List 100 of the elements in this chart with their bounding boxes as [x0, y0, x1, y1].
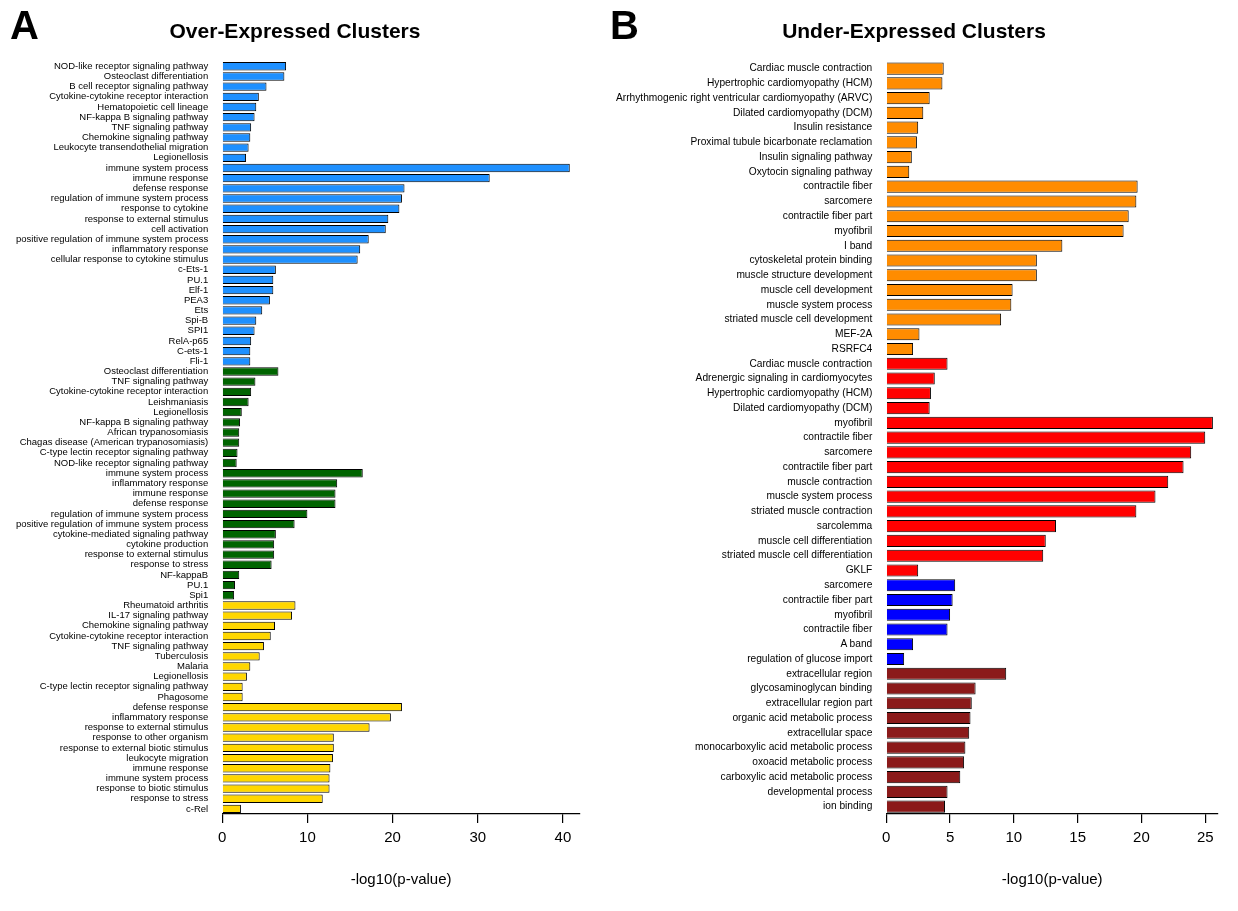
- y-tick-label: extracellular space: [787, 726, 873, 738]
- x-tick-label: 0: [218, 828, 227, 846]
- y-tick-label: Malaria: [177, 660, 209, 672]
- x-tick-label: 40: [554, 828, 572, 846]
- y-tick-label: muscle cell development: [760, 283, 873, 295]
- text: A: [10, 3, 39, 48]
- y-tick-label: Arrhythmogenic right ventricular cardiomyopathy (ARVC): [616, 91, 873, 103]
- y-tick-label: RSRFC4: [831, 342, 873, 354]
- y-tick-label: contractile fiber part: [782, 593, 873, 605]
- y-tick-label: immune system process: [105, 772, 209, 784]
- y-tick-label: monocarboxylic acid metabolic process: [695, 741, 873, 753]
- y-tick-label: response to external stimulus: [84, 721, 209, 733]
- text: B: [610, 3, 639, 48]
- y-tick-label: cytoskeletal protein binding: [749, 254, 873, 266]
- y-tick-label: TNF signaling pathway: [111, 639, 209, 651]
- y-tick-label: response to external stimulus: [84, 548, 209, 560]
- y-tick-label: Spi1: [189, 588, 209, 600]
- y-tick-label: regulation of immune system process: [50, 507, 209, 519]
- y-tick-label: Dilated cardiomyopathy (DCM): [733, 401, 873, 413]
- x-tick-label: 15: [1069, 828, 1087, 846]
- y-tick-label: NOD-like receptor signaling pathway: [54, 59, 209, 71]
- y-tick-label: Chemokine signaling pathway: [81, 131, 209, 143]
- y-tick-label: defense response: [132, 497, 209, 509]
- y-tick-label: leukocyte migration: [126, 751, 209, 763]
- y-tick-label: muscle structure development: [736, 269, 873, 281]
- y-tick-label: Osteoclast differentiation: [103, 70, 209, 82]
- y-tick-label: response to external biotic stimulus: [59, 741, 209, 753]
- x-tick-label: 10: [1005, 828, 1023, 846]
- y-tick-label: Dilated cardiomyopathy (DCM): [733, 106, 873, 118]
- x-tick-label: 20: [384, 828, 401, 846]
- y-tick-label: NF-kappa B signaling pathway: [79, 110, 209, 122]
- y-tick-label: MEF-2A: [834, 328, 873, 340]
- y-tick-label: PU.1: [187, 273, 209, 285]
- y-tick-label: response to stress: [130, 558, 209, 570]
- y-tick-label: sarcomere: [824, 195, 873, 207]
- y-tick-label: Osteoclast differentiation: [103, 365, 209, 377]
- y-tick-label: striated muscle cell differentiation: [721, 549, 873, 561]
- y-tick-label: oxoacid metabolic process: [752, 756, 873, 768]
- y-tick-label: contractile fiber part: [782, 209, 873, 221]
- y-tick-label: extracellular region: [786, 667, 873, 679]
- y-tick-label: PEA3: [183, 293, 209, 305]
- y-tick-label: Cardiac muscle contraction: [749, 62, 873, 74]
- y-tick-label: response to other organism: [92, 731, 209, 743]
- y-tick-label: Spi-B: [184, 314, 209, 326]
- y-tick-label: Phagosome: [157, 690, 209, 702]
- y-tick-label: Insulin resistance: [793, 121, 873, 133]
- y-tick-label: muscle contraction: [787, 475, 873, 487]
- y-tick-label: Hypertrophic cardiomyopathy (HCM): [706, 77, 873, 89]
- y-tick-label: regulation of immune system process: [50, 192, 209, 204]
- y-tick-label: NOD-like receptor signaling pathway: [54, 456, 209, 468]
- y-tick-label: SPI1: [187, 324, 209, 336]
- y-tick-label: myofibril: [834, 224, 873, 236]
- y-tick-label: myofibril: [834, 416, 873, 428]
- y-tick-label: Legionellosis: [153, 405, 209, 417]
- y-tick-label: cell activation: [151, 222, 209, 234]
- x-tick-label: 20: [1133, 828, 1150, 846]
- y-tick-label: inflammatory response: [112, 243, 209, 255]
- y-tick-label: response to stress: [130, 792, 209, 804]
- chart-title: Under-Expressed Clusters: [782, 19, 1046, 43]
- y-tick-label: Cardiac muscle contraction: [749, 357, 873, 369]
- y-tick-label: carboxylic acid metabolic process: [720, 770, 873, 782]
- y-tick-label: striated muscle cell development: [724, 313, 873, 325]
- y-tick-label: Elf-1: [188, 283, 209, 295]
- y-tick-label: sarcomere: [824, 579, 873, 591]
- y-tick-label: GKLF: [845, 564, 873, 576]
- y-tick-label: Legionellosis: [153, 670, 209, 682]
- y-tick-label: myofibril: [834, 608, 873, 620]
- y-tick-label: A band: [840, 638, 873, 650]
- y-tick-label: response to external stimulus: [84, 212, 209, 224]
- y-tick-label: defense response: [132, 181, 209, 193]
- y-tick-label: sarcomere: [824, 446, 873, 458]
- y-tick-label: C-type lectin receptor signaling pathway: [39, 680, 209, 692]
- y-tick-label: response to biotic stimulus: [96, 782, 209, 794]
- y-tick-label: muscle system process: [766, 298, 873, 310]
- y-tick-label: Ets: [194, 304, 209, 316]
- y-tick-label: Rheumatoid arthritis: [123, 599, 209, 611]
- y-tick-label: cytokine-mediated signaling pathway: [52, 527, 209, 539]
- y-tick-label: Hypertrophic cardiomyopathy (HCM): [706, 387, 873, 399]
- y-tick-label: Leukocyte transendothelial migration: [53, 141, 209, 153]
- y-tick-label: c-Rel: [186, 802, 209, 814]
- y-tick-label: sarcolemma: [816, 519, 873, 531]
- y-tick-label: C-type lectin receptor signaling pathway: [39, 446, 209, 458]
- x-axis-title: -log10(p-value): [350, 870, 452, 888]
- x-tick-label: 25: [1196, 828, 1214, 846]
- y-tick-label: contractile fiber: [803, 180, 873, 192]
- y-tick-label: Adrenergic signaling in cardiomyocytes: [695, 372, 873, 384]
- y-tick-label: Cytokine-cytokine receptor interaction: [49, 385, 209, 397]
- y-tick-label: Proximal tubule bicarbonate reclamation: [690, 136, 873, 148]
- y-tick-label: muscle system process: [766, 490, 873, 502]
- y-tick-label: cytokine production: [126, 538, 209, 550]
- y-tick-label: glycosaminoglycan binding: [750, 682, 873, 694]
- x-tick-label: 30: [469, 828, 487, 846]
- y-tick-label: I band: [843, 239, 873, 251]
- y-tick-label: organic acid metabolic process: [732, 711, 873, 723]
- chart-title: Over-Expressed Clusters: [169, 19, 421, 43]
- y-tick-label: African trypanosomiasis: [107, 426, 209, 438]
- y-tick-label: Chagas disease (American trypanosomiasis): [19, 436, 209, 448]
- y-tick-label: RelA-p65: [168, 334, 209, 346]
- y-tick-label: c-Ets-1: [178, 263, 209, 275]
- x-tick-label: 0: [882, 828, 891, 846]
